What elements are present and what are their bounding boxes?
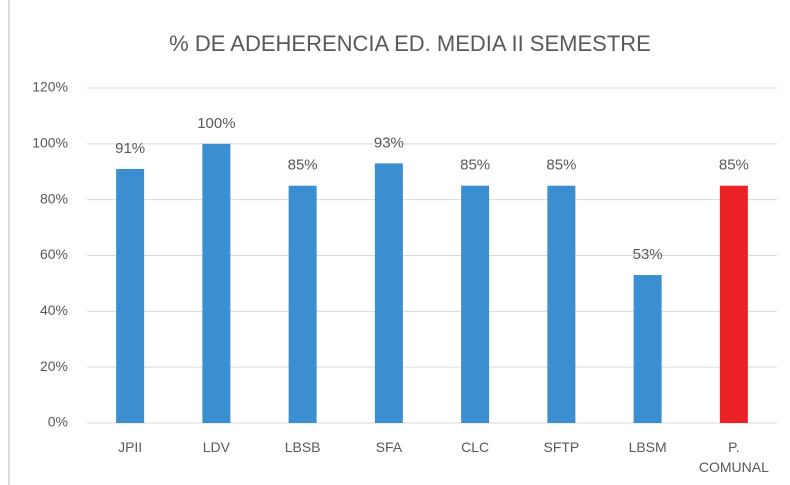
x-tick-label: SFTP [543, 439, 580, 455]
bar [461, 185, 490, 423]
x-tick-label: SFA [375, 439, 403, 455]
y-tick-label: 0% [48, 414, 68, 430]
bar [633, 275, 662, 423]
chart-title: % DE ADEHERENCIA ED. MEDIA II SEMESTRE [169, 31, 651, 56]
bar [116, 168, 145, 423]
y-tick-label: 100% [32, 135, 68, 151]
data-label: 85% [288, 157, 318, 174]
y-tick-label: 60% [40, 246, 68, 262]
y-tick-label: 120% [32, 79, 68, 95]
data-label: 85% [719, 157, 749, 174]
bar [202, 143, 231, 424]
data-label: 93% [374, 134, 404, 151]
y-tick-label: 20% [40, 358, 68, 374]
data-label: 85% [546, 157, 576, 174]
x-tick-label: LBSB [284, 439, 321, 455]
x-tick-label: LDV [202, 439, 230, 455]
x-tick-label: LBSM [628, 439, 667, 455]
data-label: 85% [460, 157, 490, 174]
bar [547, 185, 576, 423]
bar [719, 185, 748, 423]
data-label: 100% [197, 115, 235, 132]
data-label: 53% [633, 246, 663, 263]
y-tick-label: 80% [40, 190, 68, 206]
x-tick-label: P. COMUNAL [698, 439, 769, 475]
data-label: 91% [115, 140, 145, 157]
bar [288, 185, 317, 423]
x-tick-label: JPII [118, 439, 143, 455]
x-tick-label: CLC [461, 439, 490, 455]
y-tick-label: 40% [40, 302, 68, 318]
bar [374, 163, 403, 423]
